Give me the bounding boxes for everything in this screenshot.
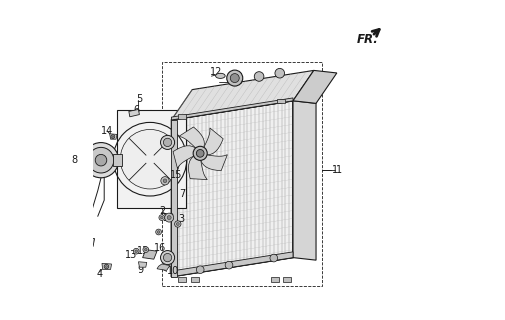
- Circle shape: [193, 146, 207, 160]
- Polygon shape: [173, 146, 200, 168]
- Circle shape: [133, 248, 139, 254]
- Polygon shape: [138, 262, 146, 267]
- Circle shape: [174, 221, 181, 227]
- Polygon shape: [276, 99, 284, 103]
- Text: 14: 14: [101, 125, 113, 136]
- Polygon shape: [83, 239, 94, 247]
- Circle shape: [112, 136, 114, 138]
- Polygon shape: [157, 264, 170, 270]
- Polygon shape: [199, 153, 227, 171]
- Circle shape: [270, 254, 277, 262]
- Text: 11: 11: [231, 76, 243, 86]
- Polygon shape: [129, 109, 139, 117]
- Text: 15: 15: [170, 170, 182, 180]
- Polygon shape: [292, 101, 316, 260]
- Circle shape: [161, 177, 169, 185]
- Polygon shape: [142, 250, 157, 259]
- Ellipse shape: [215, 73, 225, 78]
- Circle shape: [196, 149, 204, 157]
- Text: FR.: FR.: [357, 33, 378, 46]
- Circle shape: [163, 138, 171, 147]
- Circle shape: [254, 72, 264, 81]
- Polygon shape: [188, 153, 207, 180]
- Polygon shape: [171, 101, 292, 277]
- Circle shape: [120, 130, 179, 189]
- Polygon shape: [283, 277, 291, 282]
- Text: 1: 1: [335, 164, 341, 175]
- Circle shape: [144, 248, 147, 251]
- Circle shape: [160, 251, 174, 265]
- Circle shape: [167, 216, 171, 220]
- Text: 6: 6: [133, 105, 139, 116]
- Polygon shape: [110, 134, 117, 139]
- Circle shape: [163, 179, 167, 183]
- Text: 4: 4: [96, 268, 102, 279]
- Polygon shape: [270, 277, 278, 282]
- Text: 5: 5: [136, 94, 142, 104]
- Circle shape: [95, 155, 107, 166]
- Text: 13: 13: [136, 246, 148, 256]
- Circle shape: [142, 247, 148, 252]
- Circle shape: [160, 216, 163, 219]
- Text: 16: 16: [154, 243, 166, 253]
- Text: 10: 10: [167, 266, 179, 276]
- Circle shape: [164, 213, 173, 222]
- Circle shape: [176, 223, 179, 225]
- Circle shape: [226, 70, 242, 86]
- Circle shape: [160, 135, 174, 149]
- Text: 7: 7: [179, 188, 185, 199]
- Text: 8: 8: [71, 155, 77, 165]
- Circle shape: [88, 148, 114, 173]
- Circle shape: [230, 74, 239, 83]
- Polygon shape: [171, 120, 177, 277]
- Circle shape: [225, 261, 232, 269]
- Polygon shape: [177, 277, 185, 282]
- Polygon shape: [179, 127, 204, 153]
- Circle shape: [157, 231, 160, 233]
- Text: 2: 2: [159, 206, 165, 216]
- Polygon shape: [177, 114, 185, 119]
- Polygon shape: [102, 263, 111, 269]
- Polygon shape: [190, 277, 198, 282]
- Circle shape: [274, 68, 284, 78]
- Circle shape: [135, 250, 137, 252]
- Text: 12: 12: [210, 67, 222, 77]
- Polygon shape: [171, 70, 313, 120]
- Text: 13: 13: [125, 250, 137, 260]
- Circle shape: [156, 229, 161, 235]
- Polygon shape: [292, 70, 336, 103]
- Circle shape: [163, 253, 171, 262]
- Polygon shape: [199, 128, 223, 155]
- Circle shape: [159, 215, 164, 220]
- Text: 3: 3: [178, 214, 184, 224]
- Circle shape: [196, 266, 204, 274]
- Text: 1: 1: [332, 164, 338, 175]
- Polygon shape: [171, 252, 292, 277]
- Text: 13: 13: [163, 212, 175, 223]
- Circle shape: [104, 264, 109, 269]
- Polygon shape: [113, 155, 122, 166]
- Circle shape: [111, 135, 115, 139]
- Circle shape: [83, 143, 118, 178]
- Text: 9: 9: [137, 265, 143, 275]
- Polygon shape: [117, 110, 185, 208]
- Polygon shape: [171, 98, 292, 120]
- Circle shape: [105, 266, 107, 268]
